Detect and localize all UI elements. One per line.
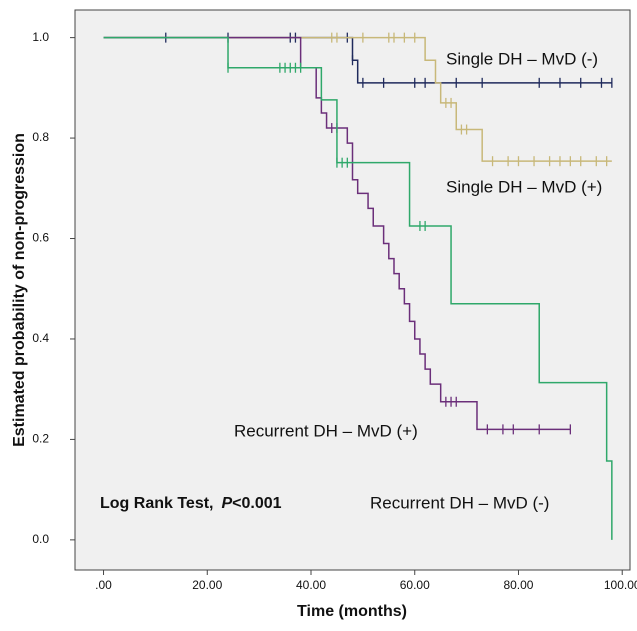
x-tick-label: .00 <box>95 578 112 592</box>
legend-label: Single DH – MvD (+) <box>446 177 602 196</box>
legend-label: Recurrent DH – MvD (+) <box>234 421 418 440</box>
y-tick-label: 0.8 <box>32 130 49 144</box>
y-tick-label: 0.4 <box>32 331 49 345</box>
x-tick-label: 20.00 <box>192 578 222 592</box>
annotation: Log Rank Test, P<0.001 <box>100 495 282 512</box>
x-tick-label: 60.00 <box>400 578 430 592</box>
y-tick-label: 0.0 <box>32 532 49 546</box>
legend-label: Single DH – MvD (-) <box>446 49 598 68</box>
annotation-italic: P <box>222 495 233 512</box>
survival-curve <box>103 36 571 431</box>
y-tick-label: 1.0 <box>32 30 49 44</box>
y-axis-label: Estimated probability of non-progression <box>11 133 28 447</box>
x-tick-label: 80.00 <box>503 578 533 592</box>
annotation-suffix: <0.001 <box>232 495 281 512</box>
y-tick-label: 0.6 <box>32 231 49 245</box>
legend-label: Recurrent DH – MvD (-) <box>370 493 549 512</box>
annotation-prefix: Log Rank Test, <box>100 495 214 512</box>
plot-area <box>74 9 631 571</box>
x-tick-label: 40.00 <box>296 578 326 592</box>
y-tick-label: 0.2 <box>32 432 49 446</box>
survival-curve <box>103 36 612 162</box>
x-axis-label: Time (months) <box>297 603 407 620</box>
x-tick-label: 100.00 <box>604 578 637 592</box>
